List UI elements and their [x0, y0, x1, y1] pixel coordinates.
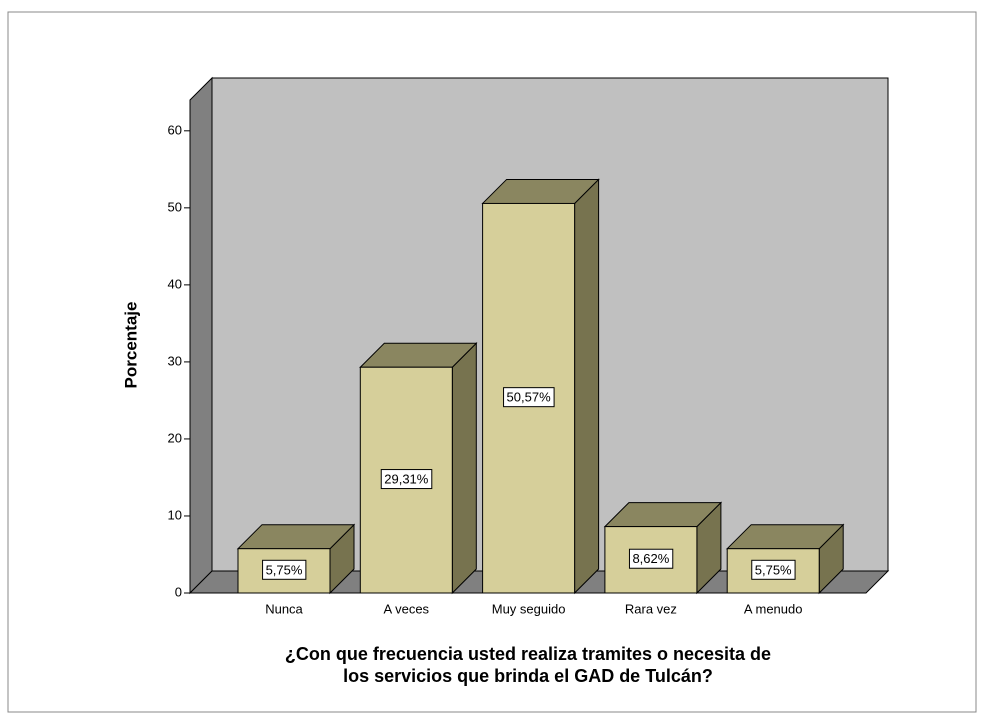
value-label-box	[262, 559, 307, 580]
bar-side	[451, 342, 477, 595]
y-axis-label: Porcentaje	[121, 302, 140, 389]
y-tick-label: 60	[168, 122, 182, 137]
value-label: 29,31%	[384, 472, 429, 487]
value-label-box	[380, 469, 433, 490]
x-axis-label: los servicios que brinda el GAD de Tulcá…	[343, 666, 713, 686]
value-label: 5,75%	[755, 562, 792, 577]
y-tick-label: 40	[168, 276, 182, 291]
x-tick-label: Nunca	[265, 601, 303, 616]
value-label-box	[503, 387, 555, 408]
value-label-box	[751, 559, 796, 580]
y-tick-label: 0	[175, 584, 182, 599]
x-tick-label: Muy seguido	[492, 601, 566, 616]
x-tick-label: A menudo	[744, 601, 803, 616]
x-tick-label: A veces	[384, 601, 430, 616]
y-tick-label: 20	[168, 430, 182, 445]
y-tick-label: 10	[168, 507, 182, 522]
left-wall	[189, 76, 213, 595]
y-tick-label: 50	[168, 199, 182, 214]
value-label: 8,62%	[632, 551, 669, 566]
bar-side	[574, 178, 600, 595]
value-label-box	[628, 548, 674, 569]
value-label: 5,75%	[266, 562, 303, 577]
x-tick-label: Rara vez	[625, 601, 677, 616]
y-tick-label: 30	[168, 353, 182, 368]
x-axis-label: ¿Con que frecuencia usted realiza tramit…	[285, 644, 771, 664]
value-label: 50,57%	[507, 390, 552, 405]
